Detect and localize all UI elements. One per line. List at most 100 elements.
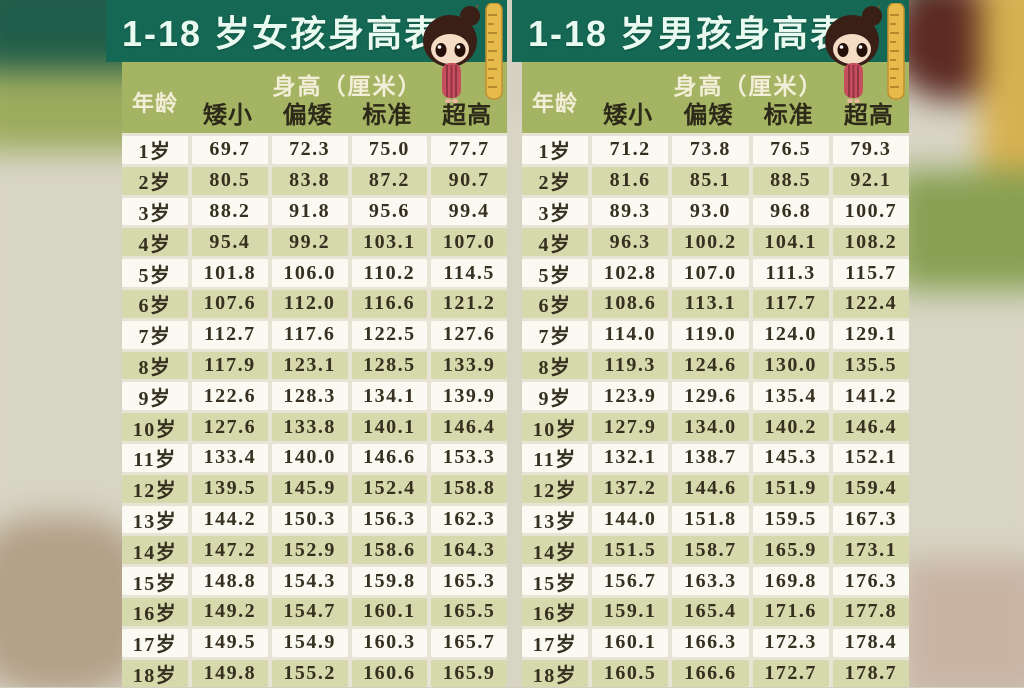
- height-value-cell: 145.3: [752, 443, 829, 472]
- height-value-cell: 117.7: [752, 289, 829, 318]
- age-cell: 9岁: [122, 382, 188, 411]
- age-cell: 13岁: [122, 505, 188, 534]
- height-value-cell: 80.5: [192, 166, 268, 195]
- height-cm-group-header: 身高（厘米）: [272, 73, 423, 99]
- height-value-cell: 151.8: [672, 505, 749, 534]
- height-value-cell: 107.0: [431, 228, 507, 257]
- height-value-cell: 159.5: [752, 505, 829, 534]
- height-value-cell: 88.5: [752, 166, 829, 195]
- height-value-cell: 128.5: [351, 351, 428, 380]
- height-value-cell: 107.6: [192, 289, 268, 318]
- height-value-cell: 165.7: [431, 628, 507, 657]
- height-value-cell: 96.8: [752, 197, 829, 226]
- height-value-cell: 72.3: [271, 136, 348, 164]
- age-cell: 8岁: [122, 351, 188, 380]
- age-cell: 15岁: [122, 567, 188, 595]
- height-value-cell: 93.0: [672, 197, 749, 226]
- height-value-cell: 128.3: [271, 382, 348, 411]
- height-value-cell: 134.0: [672, 413, 749, 441]
- height-value-cell: 88.2: [192, 197, 268, 226]
- age-cell: 17岁: [122, 628, 188, 657]
- height-value-cell: 154.7: [271, 597, 348, 626]
- age-cell: 12岁: [122, 474, 188, 503]
- height-value-cell: 163.3: [672, 567, 749, 595]
- height-value-cell: 152.4: [351, 474, 428, 503]
- height-value-cell: 100.7: [832, 197, 909, 226]
- height-value-cell: 171.6: [752, 597, 829, 626]
- height-value-cell: 155.2: [271, 659, 348, 688]
- height-value-cell: 160.6: [351, 659, 428, 688]
- height-value-cell: 165.5: [431, 597, 507, 626]
- height-value-cell: 133.8: [271, 413, 348, 441]
- height-value-cell: 85.1: [672, 166, 749, 195]
- height-value-cell: 154.9: [271, 628, 348, 657]
- age-cell: 3岁: [122, 197, 188, 226]
- age-cell: 11岁: [522, 443, 588, 472]
- age-cell: 16岁: [122, 597, 188, 626]
- height-value-cell: 91.8: [271, 197, 348, 226]
- height-value-cell: 100.2: [672, 228, 749, 257]
- height-value-cell: 140.2: [752, 413, 829, 441]
- height-value-cell: 148.8: [192, 567, 268, 595]
- height-value-cell: 156.3: [351, 505, 428, 534]
- height-value-cell: 135.5: [832, 351, 909, 380]
- age-cell: 13岁: [522, 505, 588, 534]
- column-header-standard: 标准: [763, 102, 814, 129]
- height-value-cell: 127.6: [431, 320, 507, 349]
- height-value-cell: 160.1: [351, 597, 428, 626]
- height-value-cell: 129.1: [832, 320, 909, 349]
- age-cell: 10岁: [122, 413, 188, 441]
- height-value-cell: 137.2: [592, 474, 669, 503]
- height-value-cell: 75.0: [351, 136, 428, 164]
- age-cell: 8岁: [522, 351, 588, 380]
- height-value-cell: 156.7: [592, 567, 669, 595]
- height-value-cell: 99.2: [271, 228, 348, 257]
- height-value-cell: 133.4: [192, 443, 268, 472]
- height-value-cell: 69.7: [192, 136, 268, 164]
- height-value-cell: 167.3: [832, 505, 909, 534]
- height-value-cell: 95.6: [351, 197, 428, 226]
- age-column-header: 年龄: [531, 91, 578, 116]
- height-value-cell: 123.9: [592, 382, 669, 411]
- height-value-cell: 117.9: [192, 351, 268, 380]
- height-value-cell: 119.0: [672, 320, 749, 349]
- height-value-cell: 127.9: [592, 413, 669, 441]
- height-value-cell: 112.0: [271, 289, 348, 318]
- height-value-cell: 71.2: [592, 136, 669, 164]
- height-value-cell: 119.3: [592, 351, 669, 380]
- height-value-cell: 92.1: [832, 166, 909, 195]
- height-value-cell: 115.7: [832, 259, 909, 287]
- height-value-cell: 146.4: [832, 413, 909, 441]
- height-value-cell: 96.3: [592, 228, 669, 257]
- height-value-cell: 122.4: [832, 289, 909, 318]
- height-value-cell: 159.8: [351, 567, 428, 595]
- age-cell: 15岁: [522, 567, 588, 595]
- height-value-cell: 81.6: [592, 166, 669, 195]
- age-cell: 4岁: [122, 228, 188, 257]
- girls-table: 年龄 身高（厘米） 矮小 偏矮 标准 超高 1岁 69.7 72.3 75.0 77.7…: [122, 62, 507, 688]
- boys-table: 年龄 身高（厘米） 矮小 偏矮 标准 超高 1岁 71.2 73.8 76.5 79.3…: [522, 62, 909, 688]
- height-value-cell: 135.4: [752, 382, 829, 411]
- age-cell: 6岁: [522, 289, 588, 318]
- column-header-tall: 超高: [843, 102, 894, 129]
- age-cell: 6岁: [122, 289, 188, 318]
- height-value-cell: 166.3: [672, 628, 749, 657]
- height-value-cell: 178.7: [832, 659, 909, 688]
- height-value-cell: 83.8: [271, 166, 348, 195]
- height-value-cell: 79.3: [832, 136, 909, 164]
- height-value-cell: 149.5: [192, 628, 268, 657]
- height-value-cell: 177.8: [832, 597, 909, 626]
- boys-height-table-panel: 1-18 岁男孩身高表: [512, 0, 909, 688]
- column-header-short: 矮小: [202, 102, 253, 129]
- height-value-cell: 159.4: [832, 474, 909, 503]
- height-value-cell: 110.2: [351, 259, 428, 287]
- category-column-headers: 矮小 偏矮 标准 超高: [188, 95, 507, 130]
- height-value-cell: 103.1: [351, 228, 428, 257]
- girls-table-rows: 1岁 69.7 72.3 75.0 77.7 2岁 80.5 83.8 87.2 90.7 3岁 88…: [122, 136, 507, 688]
- height-value-cell: 104.1: [752, 228, 829, 257]
- height-value-cell: 152.9: [271, 536, 348, 565]
- height-value-cell: 153.3: [431, 443, 507, 472]
- height-value-cell: 95.4: [192, 228, 268, 257]
- girls-table-title-band: 1-18 岁女孩身高表: [106, 0, 507, 104]
- height-value-cell: 162.3: [431, 505, 507, 534]
